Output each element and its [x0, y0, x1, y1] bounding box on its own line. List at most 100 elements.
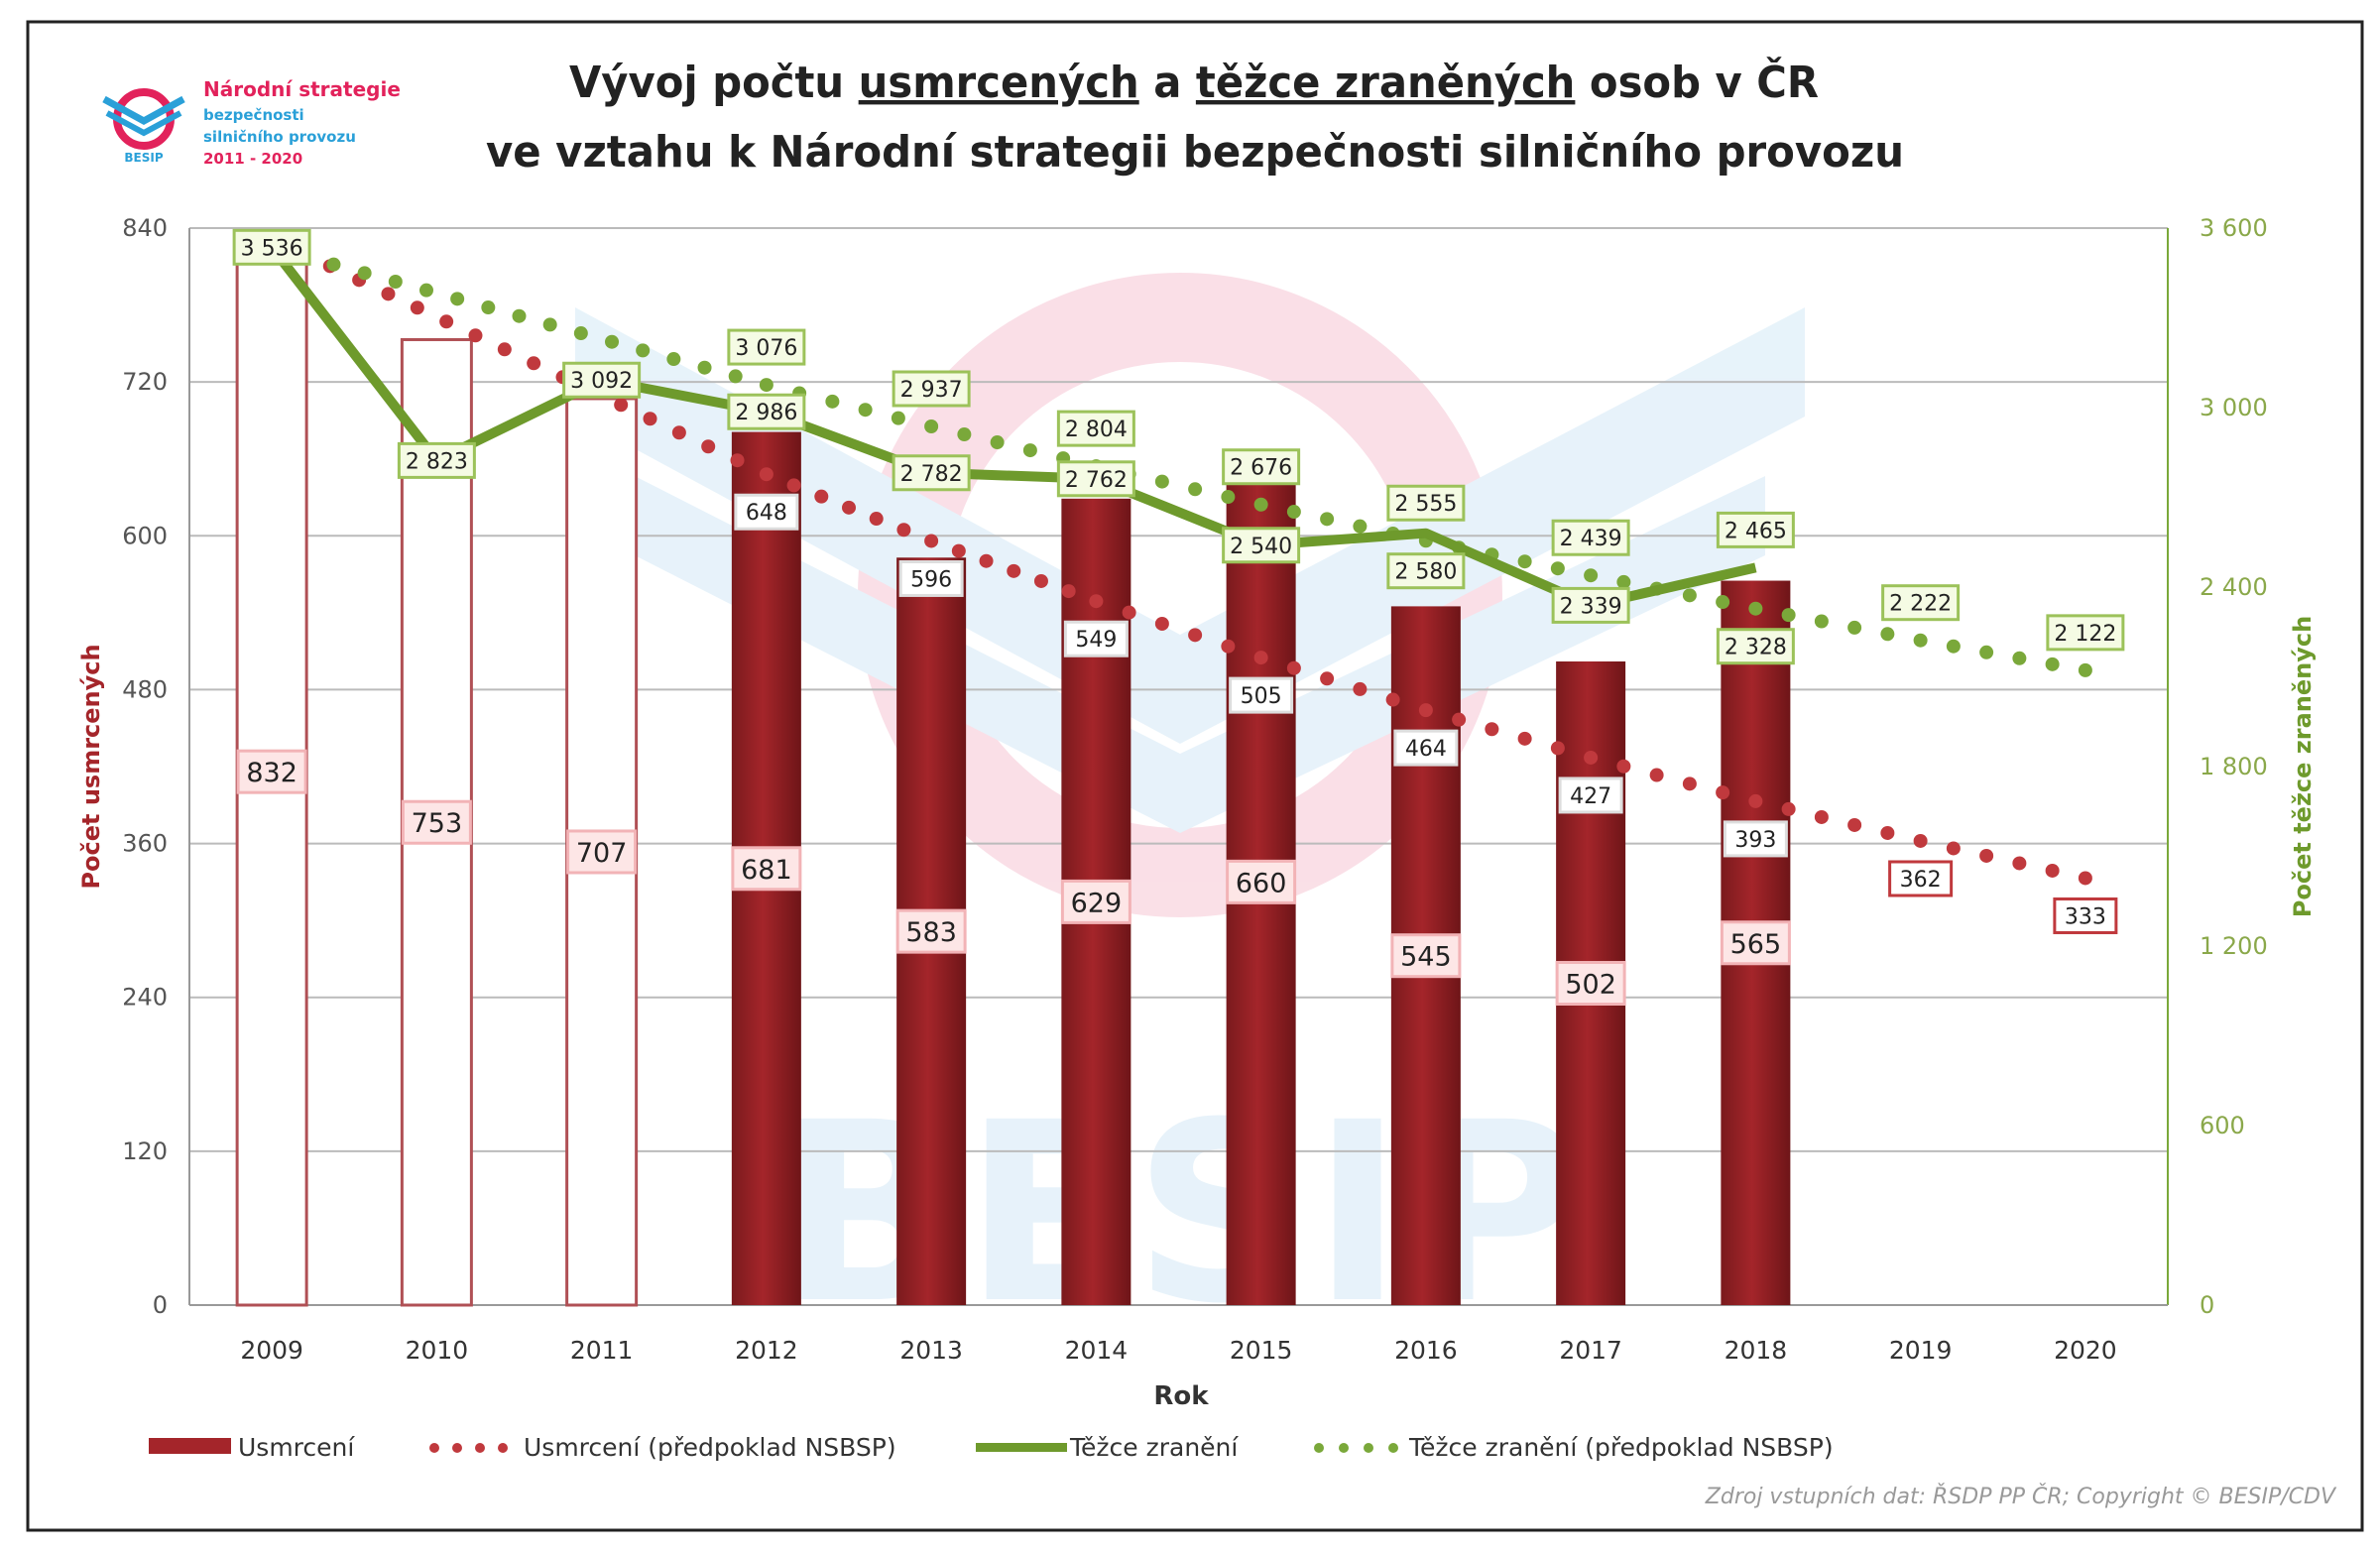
tezce-zraneni-label: 3 536 — [232, 228, 311, 266]
tezce-zraneni-predpoklad-label: 2 122 — [2046, 614, 2125, 652]
x-tick-label: 2017 — [1559, 1336, 1622, 1365]
bar-value-label: 753 — [401, 799, 472, 845]
source-note: Zdroj vstupních dat: ŘSDP PP ČR; Copyrig… — [1705, 1484, 2337, 1509]
x-tick-label: 2018 — [1725, 1336, 1788, 1365]
tezce-zraneni-predpoklad-dot — [326, 257, 341, 272]
usmrceni-predpoklad-label: 464 — [1393, 729, 1459, 767]
usmrceni-predpoklad-dot — [1880, 825, 1895, 840]
bar-value-label-text: 565 — [1730, 929, 1782, 960]
usmrceni-predpoklad-dot — [1616, 759, 1631, 774]
usmrceni-predpoklad-label: 393 — [1723, 820, 1788, 858]
logo-line1: Národní strategie — [203, 77, 401, 101]
usmrceni-predpoklad-dot — [468, 328, 483, 343]
y-tick-label: 600 — [122, 522, 168, 549]
tezce-zraneni-predpoklad-dot — [1022, 443, 1037, 458]
usmrceni-predpoklad-dot — [730, 453, 745, 468]
tezce-zraneni-predpoklad-dot — [1286, 505, 1301, 520]
watermark-text: BESIP — [774, 1069, 1586, 1358]
usmrceni-predpoklad-dot — [497, 342, 512, 357]
data-labels: 832 753 707 681 583 629 660 545 502 565 648 596 549 5… — [232, 228, 2125, 1006]
y2-tick-label: 1 200 — [2200, 932, 2268, 960]
tezce-zraneni-line — [268, 244, 1757, 611]
tezce-zraneni-predpoklad-dot — [1979, 645, 1994, 659]
usmrceni-predpoklad-dot — [1154, 616, 1169, 631]
tezce-zraneni-predpoklad-dot — [957, 427, 972, 442]
tezce-zraneni-predpoklad-dot — [1913, 633, 1928, 648]
usmrceni-predpoklad-dot — [1485, 722, 1499, 737]
tezce-zraneni-label-text: 2 339 — [1560, 594, 1622, 619]
tezce-zraneni-predpoklad-dot — [697, 360, 712, 375]
axes: 0 120 240 360 480 600 720 840 0 600 1 200 1 800 2 40… — [122, 214, 2268, 1365]
usmrceni-predpoklad-label-box — [734, 493, 799, 531]
logo-chevron-icon-2 — [105, 110, 182, 137]
tezce-zraneni-predpoklad-label-box — [1056, 410, 1135, 447]
tezce-zraneni-predpoklad-dot — [728, 369, 743, 384]
usmrceni-predpoklad-dot — [1517, 731, 1532, 746]
tezce-zraneni-label-text: 3 536 — [241, 236, 303, 261]
bar-value-label-text: 832 — [246, 758, 298, 788]
tezce-zraneni-label-text: 2 540 — [1230, 535, 1292, 559]
chart-title-line2: ve vztahu k Národní strategii bezpečnost… — [486, 127, 1904, 178]
tezce-zraneni-label-text: 3 092 — [570, 369, 633, 394]
usmrceni-predpoklad-dot — [1007, 563, 1021, 578]
tezce-zraneni-predpoklad-label-box — [1716, 628, 1795, 665]
usmrceni-predpoklad-label-text: 393 — [1734, 828, 1776, 853]
usmrceni-predpoklad-dot — [759, 467, 774, 482]
usmrceni-predpoklad-dot — [1452, 712, 1467, 727]
logo-mark-text: BESIP — [124, 151, 163, 165]
tezce-zraneni-predpoklad-dot — [759, 378, 774, 393]
tezce-zraneni-predpoklad-dot — [512, 308, 527, 323]
usmrceni-predpoklad-label-text: 549 — [1075, 628, 1117, 653]
tezce-zraneni-predpoklad-dot — [1353, 519, 1368, 534]
legend: Usmrcení Usmrcení (předpoklad NSBSP) Těž… — [149, 1433, 1834, 1462]
usmrceni-predpoklad-dot — [814, 489, 829, 504]
usmrceni-predpoklad-label-box — [898, 559, 964, 597]
tezce-zraneni-predpoklad-label-text: 2 555 — [1394, 492, 1457, 517]
usmrceni-predpoklad-label-box — [1558, 777, 1623, 814]
usmrceni-predpoklad-dot — [1979, 848, 1994, 863]
bar-value-label: 502 — [1555, 960, 1626, 1006]
usmrceni-predpoklad-dot — [1188, 628, 1203, 643]
tezce-zraneni-predpoklad-label-text: 3 076 — [735, 336, 797, 361]
usmrceni-predpoklad-dot — [381, 287, 396, 301]
usmrceni-predpoklad-dot — [2078, 871, 2092, 886]
tezce-zraneni-label-text: 2 823 — [406, 449, 468, 474]
bar-value-label-text: 681 — [741, 855, 792, 886]
tezce-zraneni-predpoklad-dot — [1221, 490, 1236, 505]
tezce-zraneni-predpoklad-dot — [1550, 561, 1565, 576]
usmrceni-predpoklad-dot — [1716, 785, 1730, 800]
tezce-zraneni-label-box — [1222, 527, 1301, 564]
usmrceni-predpoklad-dot — [1286, 660, 1301, 675]
tezce-zraneni-predpoklad-dot — [573, 326, 588, 341]
watermark-chevron-2 — [635, 476, 1765, 833]
tezce-zraneni-predpoklad-dot — [1584, 568, 1599, 583]
usmrceni-predpoklad-label-text: 464 — [1405, 737, 1447, 762]
tezce-zraneni-label: 2 580 — [1386, 552, 1466, 590]
bar-value-label-text: 707 — [576, 838, 628, 869]
bar-value-label: 660 — [1226, 859, 1297, 904]
tezce-zraneni-predpoklad-label: 2 222 — [1881, 584, 1961, 622]
bar-value-label-text: 583 — [905, 917, 957, 948]
x-tick-label: 2011 — [570, 1336, 634, 1365]
y-axis-title-left: Počet usmrcených — [77, 644, 105, 889]
usmrceni-predpoklad-dot — [1221, 639, 1236, 654]
tezce-zraneni-label: 2 540 — [1222, 527, 1301, 564]
usmrceni-predpoklad-dot — [614, 398, 629, 413]
usmrceni-predpoklad-dot — [1814, 809, 1829, 824]
y-tick-label: 720 — [122, 368, 168, 396]
usmrceni-predpoklad-dot — [786, 478, 801, 493]
chart-title-line1: Vývoj počtu usmrcených a těžce zraněných… — [569, 56, 1819, 108]
tezce-zraneni-predpoklad-label: 3 076 — [727, 328, 806, 366]
tezce-zraneni-predpoklad-label: 2 328 — [1716, 628, 1795, 665]
tezce-zraneni-predpoklad-dot — [542, 317, 557, 332]
tezce-zraneni-predpoklad-dot — [858, 403, 873, 418]
legend-label-usmrceni: Usmrcení — [238, 1433, 355, 1462]
tezce-zraneni-label: 2 339 — [1551, 586, 1630, 624]
usmrceni-predpoklad-dot — [1418, 703, 1433, 718]
usmrceni-predpoklad-label-text: 505 — [1241, 684, 1282, 709]
usmrceni-predpoklad-dot — [1550, 741, 1565, 756]
y2-tick-label: 600 — [2200, 1112, 2245, 1139]
usmrceni-predpoklad-dot — [1584, 750, 1599, 765]
usmrceni-predpoklad-label: 648 — [734, 493, 799, 531]
x-tick-label: 2019 — [1889, 1336, 1953, 1365]
